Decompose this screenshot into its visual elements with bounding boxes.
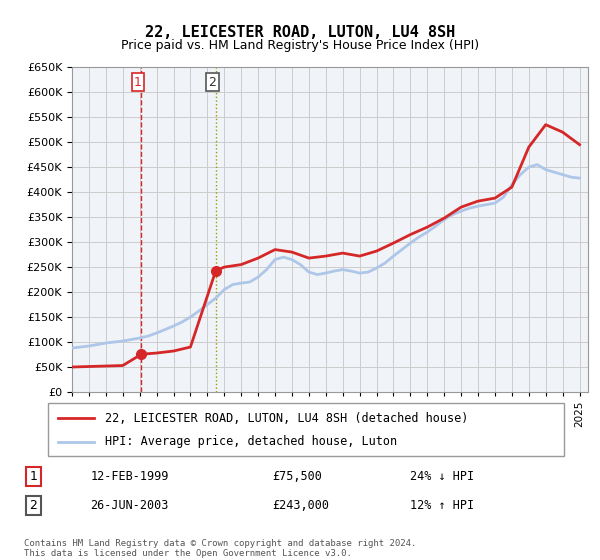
Text: 1: 1: [29, 470, 37, 483]
Text: Contains HM Land Registry data © Crown copyright and database right 2024.
This d: Contains HM Land Registry data © Crown c…: [24, 539, 416, 558]
Text: 12% ↑ HPI: 12% ↑ HPI: [410, 500, 475, 512]
Text: Price paid vs. HM Land Registry's House Price Index (HPI): Price paid vs. HM Land Registry's House …: [121, 39, 479, 52]
Text: 1: 1: [134, 76, 142, 88]
Text: 22, LEICESTER ROAD, LUTON, LU4 8SH: 22, LEICESTER ROAD, LUTON, LU4 8SH: [145, 25, 455, 40]
Text: £243,000: £243,000: [272, 500, 329, 512]
Text: £75,500: £75,500: [272, 470, 322, 483]
Text: 2: 2: [29, 500, 37, 512]
Text: 26-JUN-2003: 26-JUN-2003: [90, 500, 169, 512]
Text: HPI: Average price, detached house, Luton: HPI: Average price, detached house, Luto…: [105, 435, 397, 448]
Text: 2: 2: [208, 76, 217, 88]
Text: 22, LEICESTER ROAD, LUTON, LU4 8SH (detached house): 22, LEICESTER ROAD, LUTON, LU4 8SH (deta…: [105, 412, 468, 424]
FancyBboxPatch shape: [48, 403, 564, 456]
Text: 24% ↓ HPI: 24% ↓ HPI: [410, 470, 475, 483]
Text: 12-FEB-1999: 12-FEB-1999: [90, 470, 169, 483]
